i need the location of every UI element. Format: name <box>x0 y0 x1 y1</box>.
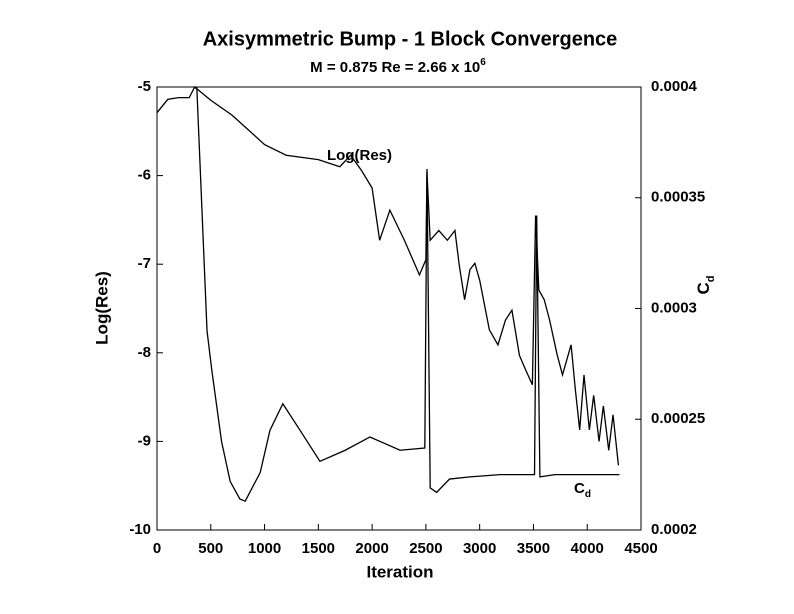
y-tick-label: -10 <box>129 521 151 538</box>
annotation: Log(Res) <box>327 147 392 164</box>
y2-tick-label: 0.00025 <box>651 410 705 427</box>
y2-tick-label: 0.0002 <box>651 521 697 538</box>
y2-label-subscript: d <box>705 275 717 282</box>
x-tick-label: 1500 <box>302 540 335 557</box>
annotation-text: C <box>574 480 585 497</box>
y-tick-label: -7 <box>138 255 151 272</box>
x-tick-label: 4000 <box>571 540 604 557</box>
y-axis-label: Log(Res) <box>92 271 111 345</box>
y-tick-label: -9 <box>138 432 151 449</box>
series-line <box>156 85 620 466</box>
x-tick-label: 3500 <box>517 540 550 557</box>
annotation-text: Log(Res) <box>327 147 392 164</box>
x-tick-label: 2000 <box>355 540 388 557</box>
annotation: Cd <box>574 480 591 500</box>
chart-subtitle: M = 0.875 Re = 2.66 x 106 <box>310 57 486 76</box>
subtitle-superscript: 6 <box>480 57 486 68</box>
chart-title: Axisymmetric Bump - 1 Block Convergence <box>203 28 618 50</box>
x-tick-label: 2500 <box>409 540 442 557</box>
y2-tick-label: 0.0003 <box>651 299 697 316</box>
x-tick-label: 1000 <box>248 540 281 557</box>
y-tick-label: -6 <box>138 167 151 184</box>
annotation-subscript: d <box>585 489 591 500</box>
y-tick-label: -8 <box>138 344 151 361</box>
series-line <box>196 86 620 503</box>
x-axis-label: Iteration <box>366 562 433 581</box>
y2-axis-label: Cd <box>694 275 716 294</box>
y2-label-text: C <box>694 282 713 294</box>
subtitle-text: M = 0.875 Re = 2.66 x 10 <box>310 59 480 76</box>
y2-tick-label: 0.00035 <box>651 189 705 206</box>
x-tick-label: 0 <box>153 540 161 557</box>
x-tick-label: 4500 <box>624 540 657 557</box>
x-tick-label: 3000 <box>463 540 496 557</box>
y2-tick-label: 0.0004 <box>651 78 698 95</box>
y-tick-label: -5 <box>138 78 151 95</box>
x-tick-label: 500 <box>198 540 223 557</box>
plot-frame <box>156 86 642 531</box>
